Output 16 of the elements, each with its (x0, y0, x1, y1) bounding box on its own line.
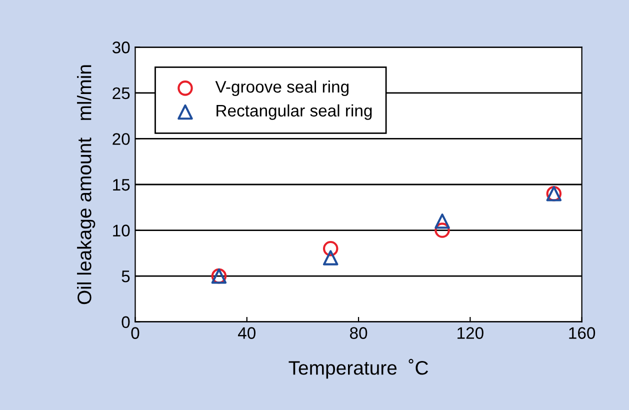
legend-label: Rectangular seal ring (216, 104, 372, 120)
y-tick-label: 0 (122, 316, 130, 328)
y-tick-label: 20 (112, 133, 130, 145)
x-tick-label: 0 (131, 327, 140, 339)
x-tick-label: 160 (569, 327, 596, 339)
legend-label: V-groove seal ring (215, 80, 348, 96)
x-tick-label: 80 (350, 327, 368, 339)
y-tick-label: 25 (112, 87, 130, 100)
x-axis-title: Temperature ˚C (288, 358, 428, 379)
x-tick-label: 120 (458, 327, 484, 339)
y-tick-label: 5 (122, 270, 130, 282)
x-tick-label: 40 (238, 327, 256, 339)
y-tick-label: 30 (112, 42, 130, 54)
y-tick-label: 15 (113, 179, 130, 191)
y-axis-title: Oil leakage amount ml/min (77, 65, 96, 304)
y-tick-label: 10 (113, 224, 130, 236)
